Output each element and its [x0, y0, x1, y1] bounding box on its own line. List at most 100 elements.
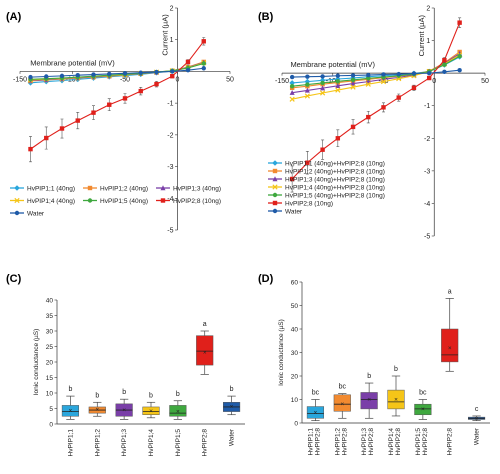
- pb-legend-label: HvPIP1;2 (40ng)+HvPIP2;8 (10ng): [285, 168, 385, 175]
- pb-legend-item: HvPIP1;4 (40ng)+HvPIP2;8 (10ng): [268, 184, 385, 191]
- pa-legend-label: HvPIP2;8 (10ng): [173, 198, 221, 205]
- pd-box-3: × b HvPIP1;4HvPIP2;8: [387, 366, 405, 456]
- pc-y-tick-label: 25: [46, 344, 54, 351]
- panel-a-label: (A): [6, 11, 22, 23]
- panel-c-label: (C): [6, 273, 22, 285]
- pc-category-label: HvPIP1;4: [148, 429, 155, 457]
- pb-x-tick-label: -150: [275, 78, 289, 85]
- pb-y-tick-label: 1: [426, 38, 430, 45]
- pb-data-point: [426, 75, 432, 81]
- pc-y-tick-label: 15: [46, 375, 54, 382]
- pb-legend-label: HvPIP1;5 (40ng)+HvPIP2;8 (10ng): [285, 192, 385, 199]
- pc-significance-letter: b: [149, 392, 153, 399]
- pc-mean-marker: ×: [203, 350, 207, 357]
- pb-y-tick-label: -5: [424, 234, 430, 241]
- pa-x-tick-label: -150: [13, 76, 27, 83]
- pb-data-point: [366, 114, 371, 120]
- pa-legend-marker: [14, 210, 20, 216]
- pb-data-point: [457, 68, 462, 73]
- pc-mean-marker: ×: [122, 407, 126, 414]
- pb-data-point: [381, 72, 386, 77]
- pb-data-point: [319, 90, 326, 96]
- pb-data-point: [366, 72, 371, 78]
- pa-y-tick-label: -1: [167, 101, 173, 108]
- pb-data-point: [381, 105, 386, 110]
- panel-c-y-axis-label: Ionic conductance (µS): [33, 329, 40, 396]
- pd-y-tick-label: 50: [291, 303, 299, 310]
- pb-data-point: [350, 77, 356, 83]
- pc-mean-marker: ×: [95, 407, 99, 414]
- pc-y-tick-label: 40: [46, 297, 54, 304]
- pd-category-label-line: HvPIP1;1: [307, 428, 314, 456]
- pb-y-tick-label: -4: [424, 201, 430, 208]
- pa-y-tick-label: -3: [167, 164, 173, 171]
- pb-series-line: [291, 22, 461, 180]
- pb-data-point: [304, 87, 310, 93]
- pc-category-label: HvPIP1;2: [94, 429, 101, 457]
- pb-data-point: [365, 81, 371, 87]
- panel-a-y-axis-label: Current (µA): [161, 14, 170, 56]
- pb-data-point: [320, 74, 325, 79]
- pa-legend-item: HvPIP2;8 (10ng): [156, 198, 221, 205]
- pd-significance-letter: bc: [419, 390, 427, 397]
- pb-data-point: [335, 87, 341, 93]
- pc-y-tick-label: 0: [49, 421, 53, 428]
- pb-legend-label: Water: [285, 208, 303, 215]
- pb-data-point: [335, 136, 341, 141]
- pb-legend-marker: [272, 184, 278, 190]
- pd-category-label: Water: [474, 427, 481, 445]
- panel-a-line-chart: (A) -150 -100 -50 0 50-5-4-3-2-112 Membrane …: [6, 6, 234, 235]
- pc-mean-marker: ×: [230, 404, 234, 411]
- pb-legend-marker: [272, 160, 278, 166]
- pc-significance-letter: b: [230, 386, 234, 393]
- pd-significance-letter: b: [367, 373, 371, 380]
- pa-data-point: [44, 135, 49, 141]
- panel-d-boxes: ×bcHvPIP1;1HvPIP2;8×bcHvPIP1;2HvPIP2;8×b…: [306, 288, 486, 456]
- pd-category-label: HvPIP1;2HvPIP2;8: [334, 428, 348, 456]
- pd-box-4: × bc HvPIP1;5HvPIP2;8: [414, 390, 432, 456]
- pc-mean-marker: ×: [149, 408, 153, 415]
- pb-legend-marker: [272, 208, 278, 214]
- pb-series-line: [292, 55, 460, 87]
- pa-x-tick-label: 50: [226, 76, 234, 83]
- pd-box-0: × bc HvPIP1;1HvPIP2;8: [306, 390, 325, 456]
- pb-data-point: [442, 57, 447, 63]
- pd-box-2: × b HvPIP1;3HvPIP2;8: [360, 373, 378, 455]
- pb-x-tick-label: 0: [432, 78, 436, 85]
- pa-data-point: [91, 110, 96, 115]
- panel-d-axes: 0 10 20 30 40 50 60: [291, 279, 490, 427]
- pc-category-label: HvPIP1;1: [67, 429, 74, 457]
- pb-data-point: [289, 74, 295, 80]
- pb-legend-item: HvPIP1;3 (40ng)+HvPIP2;8 (10ng): [268, 176, 385, 183]
- pb-data-point: [350, 80, 356, 86]
- pd-significance-letter: b: [394, 366, 398, 373]
- pc-box-4: × b HvPIP1;5: [169, 391, 187, 457]
- pa-legend-label: HvPIP1;2 (40ng): [100, 185, 148, 192]
- pa-legend-marker: [160, 198, 166, 203]
- pa-data-point: [154, 69, 159, 75]
- pb-data-point: [366, 76, 371, 81]
- pc-category-label: HvPIP1;5: [175, 429, 182, 457]
- pa-data-point: [170, 73, 175, 79]
- pc-box-5: × a HvPIP2;8: [196, 321, 214, 456]
- pd-category-label: HvPIP1;5HvPIP2;8: [415, 428, 429, 456]
- pb-data-point: [396, 95, 401, 100]
- pd-category-label: HvPIP1;4HvPIP2;8: [388, 428, 402, 456]
- panel-d-label: (D): [258, 273, 274, 285]
- pa-data-point: [28, 146, 33, 152]
- pa-legend-label: HvPIP1;5 (40ng): [100, 198, 148, 205]
- pd-y-tick-label: 20: [291, 373, 299, 380]
- panel-b-x-axis-label: Membrane potential (mV): [290, 60, 375, 69]
- pd-box-1: × bc HvPIP1;2HvPIP2;8: [333, 384, 351, 456]
- pb-data-point: [289, 176, 295, 182]
- pa-data-point: [122, 96, 128, 101]
- pa-data-point: [75, 73, 80, 78]
- pa-legend-item: Water: [10, 210, 45, 217]
- pd-mean-marker: ×: [448, 345, 452, 352]
- panel-c-box-chart: (C) Ionic conductance (µS) 0 5 10 15 20 25 30 3…: [6, 273, 245, 456]
- pc-box-6: × b Water: [222, 386, 241, 446]
- pd-category-label-line: HvPIP1;4: [388, 428, 395, 456]
- pc-box-0: × b HvPIP1;1: [61, 386, 80, 457]
- pa-data-point: [185, 59, 191, 65]
- pd-mean-marker: ×: [421, 406, 425, 413]
